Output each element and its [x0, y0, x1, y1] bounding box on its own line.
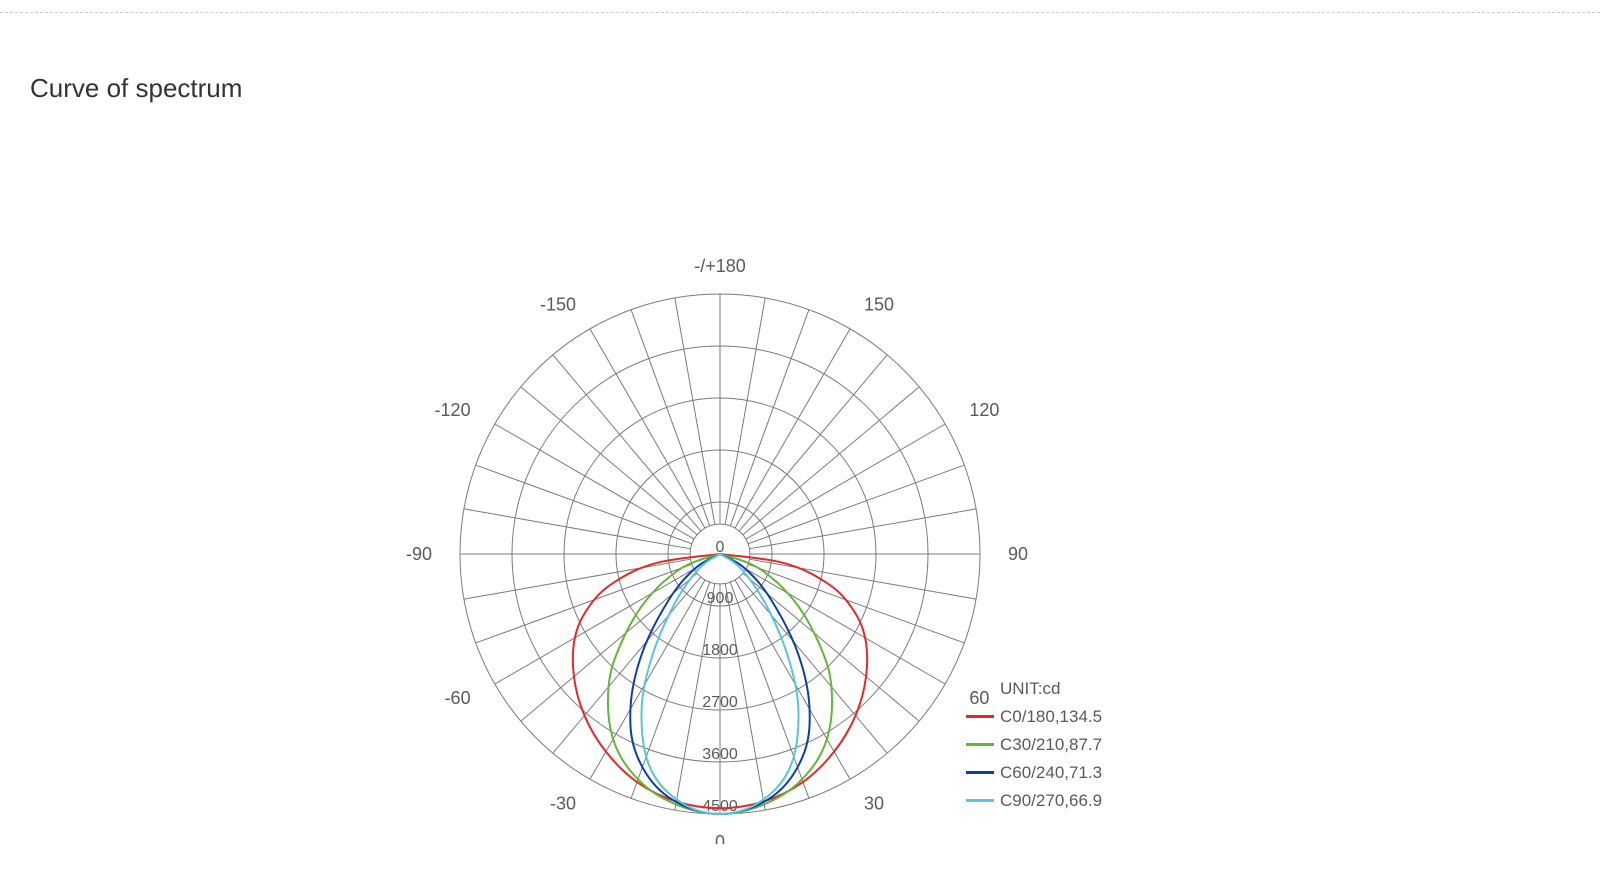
legend-label: C30/210,87.7	[1000, 735, 1102, 754]
spoke-line	[730, 310, 809, 526]
spoke-line	[631, 310, 710, 526]
spoke-line	[748, 564, 964, 643]
legend-label: C60/240,71.3	[1000, 763, 1102, 782]
spoke-line	[675, 298, 715, 525]
angular-tick-label: -120	[435, 400, 471, 420]
angular-tick-label: 150	[864, 295, 894, 315]
spoke-line	[749, 509, 976, 549]
legend-label: C0/180,134.5	[1000, 707, 1102, 726]
spoke-line	[476, 465, 692, 544]
angular-tick-label: -90	[406, 544, 432, 564]
angular-tick-label: 60	[969, 688, 989, 708]
spoke-line	[464, 559, 691, 599]
angular-tick-label: -150	[540, 295, 576, 315]
radial-tick-label: 900	[707, 590, 734, 607]
section-divider	[0, 12, 1600, 13]
section-title: Curve of spectrum	[30, 73, 1600, 104]
spoke-line	[476, 564, 692, 643]
spoke-line	[739, 355, 887, 531]
radial-tick-label: 1800	[702, 642, 738, 659]
radial-tick-label: 2700	[702, 694, 738, 711]
spoke-line	[743, 387, 919, 535]
angular-tick-label: 90	[1008, 544, 1028, 564]
spoke-line	[749, 559, 976, 599]
angular-tick-label: 30	[864, 793, 884, 813]
spoke-line	[739, 577, 887, 753]
spoke-line	[464, 509, 691, 549]
angular-tick-label: 0	[715, 832, 725, 844]
polar-chart-container: 90018002700360045000-/+1801501209060300-…	[0, 104, 1600, 844]
legend-unit: UNIT:cd	[1000, 679, 1060, 698]
spoke-line	[725, 298, 765, 525]
angular-tick-label: 120	[969, 400, 999, 420]
angular-tick-label: -60	[445, 688, 471, 708]
polar-chart: 90018002700360045000-/+1801501209060300-…	[0, 104, 1600, 844]
spoke-line	[553, 355, 701, 531]
spoke-line	[521, 387, 697, 535]
angular-tick-label: -30	[550, 793, 576, 813]
spoke-line	[553, 577, 701, 753]
spoke-line	[748, 465, 964, 544]
legend-label: C90/270,66.9	[1000, 791, 1102, 810]
angular-tick-label: -/+180	[694, 256, 746, 276]
radial-tick-label: 3600	[702, 746, 738, 763]
